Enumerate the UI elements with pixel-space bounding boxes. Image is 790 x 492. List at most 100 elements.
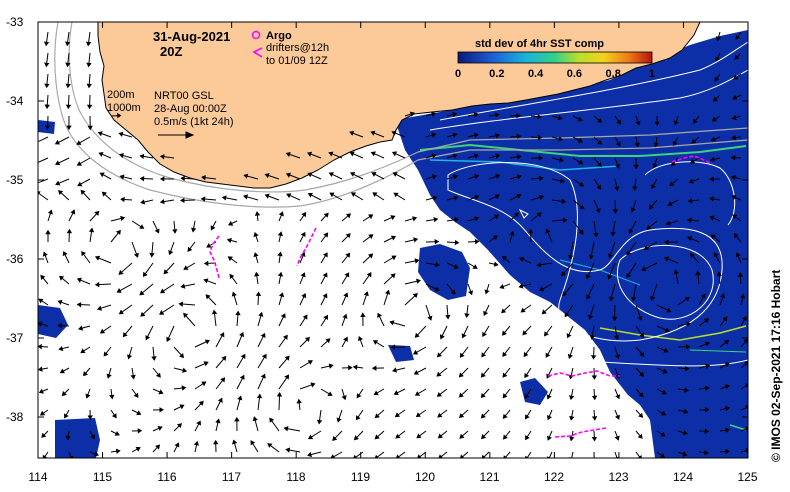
current-vector-head bbox=[614, 186, 620, 192]
current-vector-head bbox=[353, 435, 359, 441]
current-vector-head bbox=[481, 352, 487, 358]
current-vector-head bbox=[374, 434, 380, 440]
current-vector-head bbox=[522, 330, 528, 336]
current-vector-head bbox=[539, 194, 545, 201]
current-vector-head bbox=[118, 131, 124, 137]
current-vector-head bbox=[180, 283, 186, 289]
current-vector-head bbox=[86, 83, 92, 89]
current-vector-head bbox=[480, 372, 486, 378]
current-vector-head bbox=[474, 174, 480, 180]
current-vector-head bbox=[691, 138, 697, 144]
current-vector-head bbox=[743, 338, 748, 344]
current-vector bbox=[740, 449, 748, 453]
current-vector-head bbox=[722, 316, 728, 322]
current-vector-head bbox=[349, 151, 355, 157]
current-vector-head bbox=[348, 365, 353, 371]
current-vector-head bbox=[139, 224, 145, 229]
legend-drifter-line1: drifters@12h bbox=[266, 42, 329, 54]
contour-200-label: 200m bbox=[107, 89, 135, 101]
current-vector-head bbox=[614, 354, 620, 360]
current-vector-head bbox=[210, 225, 216, 231]
current-vector-head bbox=[276, 392, 283, 397]
current-vector-head bbox=[385, 289, 391, 295]
current-vector-head bbox=[280, 313, 286, 319]
current-vector-head bbox=[140, 199, 146, 205]
current-vector-head bbox=[61, 391, 67, 397]
current-vector-head bbox=[631, 296, 637, 302]
current-vector-head bbox=[641, 266, 647, 272]
current-vector-head bbox=[537, 113, 542, 120]
current-vector-head bbox=[357, 335, 364, 342]
current-vector-head bbox=[735, 34, 741, 40]
current-vector-head bbox=[350, 172, 356, 177]
current-vector-head bbox=[120, 215, 126, 222]
current-vector-head bbox=[712, 96, 718, 102]
current-vector-head bbox=[432, 195, 438, 201]
current-vector-head bbox=[686, 217, 692, 223]
current-vector-head bbox=[433, 217, 439, 223]
current-vector-head bbox=[59, 275, 65, 281]
colorbar-tick: 0.2 bbox=[489, 68, 504, 80]
x-tick-label: 117 bbox=[222, 470, 241, 484]
current-vector-head bbox=[94, 210, 100, 216]
current-vector bbox=[526, 451, 532, 458]
current-vector-head bbox=[76, 140, 82, 145]
current-vector-head bbox=[547, 415, 552, 421]
current-vector-head bbox=[417, 454, 422, 458]
x-tick-label: 120 bbox=[415, 470, 435, 484]
current-vector-head bbox=[544, 331, 549, 337]
current-vector-head bbox=[744, 383, 748, 389]
colorbar-tick: 0.4 bbox=[528, 68, 544, 80]
current-vector-head bbox=[614, 435, 620, 441]
current-vector-head bbox=[98, 151, 104, 157]
current-vector-head bbox=[325, 338, 331, 344]
current-vector-head bbox=[117, 112, 122, 119]
current-vector-head bbox=[356, 393, 362, 399]
colorbar: std dev of 4hr SST comp 0 0.2 0.4 0.6 0.… bbox=[455, 38, 655, 80]
current-vector-head bbox=[638, 371, 645, 377]
scale-label: 0.5m/s (1kt 24h) bbox=[154, 116, 233, 128]
current-vector-head bbox=[733, 233, 739, 239]
current-vector-head bbox=[307, 434, 314, 440]
current-vector-head bbox=[87, 415, 93, 420]
y-tick-label: -37 bbox=[6, 331, 24, 345]
current-vector-head bbox=[133, 252, 139, 258]
current-vector-head bbox=[541, 309, 547, 315]
current-vector-head bbox=[591, 395, 598, 401]
current-vector-head bbox=[664, 327, 670, 333]
current-vector-head bbox=[467, 290, 474, 296]
current-vector-head bbox=[118, 309, 124, 315]
current-vector-head bbox=[258, 311, 264, 317]
current-vector-head bbox=[307, 151, 313, 157]
current-vector-head bbox=[452, 111, 458, 118]
current-vector-head bbox=[159, 176, 165, 182]
current-vector-head bbox=[260, 332, 266, 339]
current-vector-head bbox=[323, 232, 329, 238]
current-vector-head bbox=[374, 454, 379, 458]
x-tick-label: 125 bbox=[737, 470, 757, 484]
current-vector-head bbox=[278, 292, 285, 298]
current-vector-head bbox=[538, 155, 544, 161]
current-vector-head bbox=[80, 348, 86, 354]
current-vector-head bbox=[392, 367, 397, 373]
current-vector-head bbox=[183, 312, 189, 318]
current-vector-head bbox=[560, 178, 565, 184]
current-vector-head bbox=[345, 233, 351, 239]
current-vector-head bbox=[155, 372, 161, 378]
current-vector-head bbox=[145, 335, 151, 341]
product-label: NRT00 GSL bbox=[154, 90, 214, 102]
current-vector-head bbox=[260, 373, 266, 379]
current-vector-head bbox=[577, 137, 584, 143]
product-date-label: 28-Aug 00:00Z bbox=[154, 103, 227, 115]
current-vector-head bbox=[615, 163, 621, 169]
current-vector-head bbox=[591, 416, 598, 421]
current-vector-head bbox=[659, 453, 666, 458]
current-vector-head bbox=[579, 204, 585, 210]
current-vector-head bbox=[140, 311, 146, 317]
current-vector-head bbox=[608, 296, 615, 302]
current-vector-head bbox=[427, 315, 433, 321]
current-vector-head bbox=[158, 389, 164, 395]
current-vector-head bbox=[302, 314, 308, 320]
current-vector-head bbox=[115, 229, 121, 235]
current-vector-head bbox=[264, 193, 270, 199]
